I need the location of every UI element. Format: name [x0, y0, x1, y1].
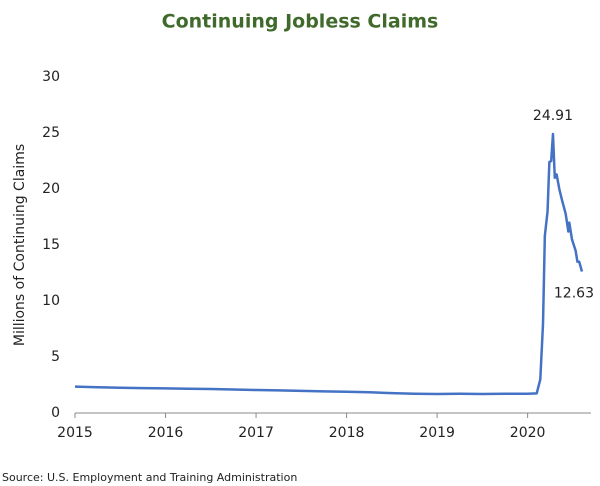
x-tick-label: 2017	[238, 425, 274, 441]
chart-title: Continuing Jobless Claims	[162, 11, 439, 33]
x-tick-label: 2020	[510, 425, 546, 441]
annotation: 24.91	[533, 108, 573, 124]
y-axis-label: Millions of Continuing Claims	[12, 144, 28, 346]
x-tick-label: 2015	[57, 425, 93, 441]
y-tick-label: 5	[51, 349, 60, 365]
x-tick-label: 2018	[329, 425, 365, 441]
line	[74, 132, 584, 396]
x-tick-label: 2016	[148, 425, 184, 441]
x-tick-label: 2019	[419, 425, 455, 441]
y-tick-label: 0	[51, 405, 60, 421]
y-tick-label: 15	[42, 237, 60, 253]
y-tick-label: 20	[42, 181, 60, 197]
y-tick-label: 30	[42, 69, 60, 85]
source: Source: U.S. Employment and Training Adm…	[2, 471, 297, 484]
annotation: 12.63	[554, 286, 594, 302]
y-tick-label: 10	[42, 293, 60, 309]
y-tick-label: 25	[42, 125, 60, 141]
